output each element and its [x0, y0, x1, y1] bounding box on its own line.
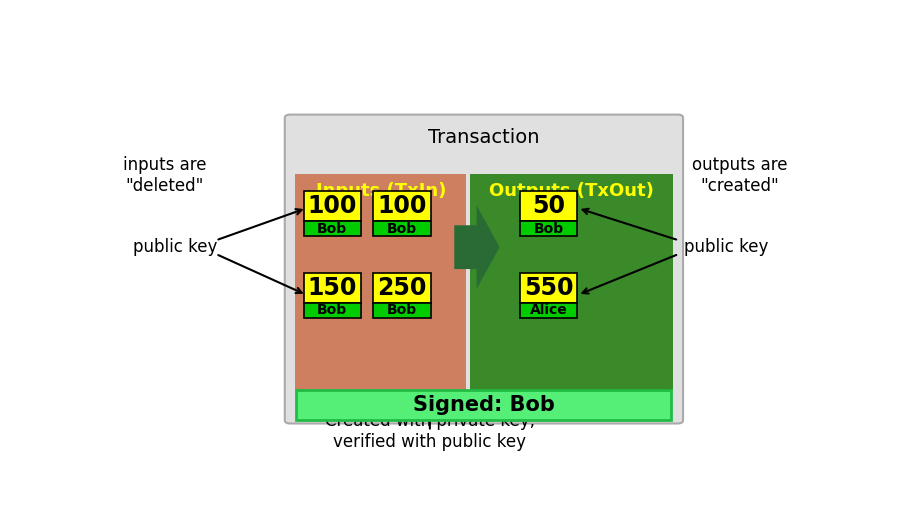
Text: public key: public key — [684, 238, 769, 256]
Bar — [303, 273, 361, 303]
Text: 550: 550 — [524, 276, 573, 300]
Bar — [374, 303, 430, 318]
Text: Bob: Bob — [387, 303, 417, 317]
Bar — [374, 191, 430, 221]
Text: outputs are
"created": outputs are "created" — [692, 156, 788, 195]
Bar — [520, 191, 577, 221]
Bar — [295, 174, 466, 390]
Text: 250: 250 — [377, 276, 427, 300]
Text: Bob: Bob — [387, 222, 417, 236]
Text: 100: 100 — [377, 194, 427, 218]
Text: Bob: Bob — [534, 222, 563, 236]
Bar — [520, 221, 577, 236]
Text: Transaction: Transaction — [428, 128, 540, 147]
Bar — [374, 221, 430, 236]
Text: Alice: Alice — [529, 303, 567, 317]
Bar — [374, 273, 430, 303]
Text: Created with private key,
verified with public key: Created with private key, verified with … — [325, 412, 535, 451]
Bar — [520, 303, 577, 318]
Text: Inputs (TxIn): Inputs (TxIn) — [316, 183, 446, 200]
Bar — [303, 303, 361, 318]
Text: inputs are
"deleted": inputs are "deleted" — [123, 156, 207, 195]
Polygon shape — [454, 205, 500, 289]
Bar — [296, 390, 671, 419]
Bar — [520, 273, 577, 303]
Text: 50: 50 — [532, 194, 565, 218]
Text: 150: 150 — [308, 276, 357, 300]
Bar — [303, 221, 361, 236]
FancyBboxPatch shape — [284, 115, 683, 423]
Text: Outputs (TxOut): Outputs (TxOut) — [489, 183, 654, 200]
Text: Bob: Bob — [317, 303, 347, 317]
Bar — [303, 191, 361, 221]
Text: Signed: Bob: Signed: Bob — [412, 394, 554, 415]
Text: 100: 100 — [308, 194, 357, 218]
Text: Bob: Bob — [317, 222, 347, 236]
Bar — [470, 174, 673, 390]
Text: public key: public key — [133, 238, 218, 256]
